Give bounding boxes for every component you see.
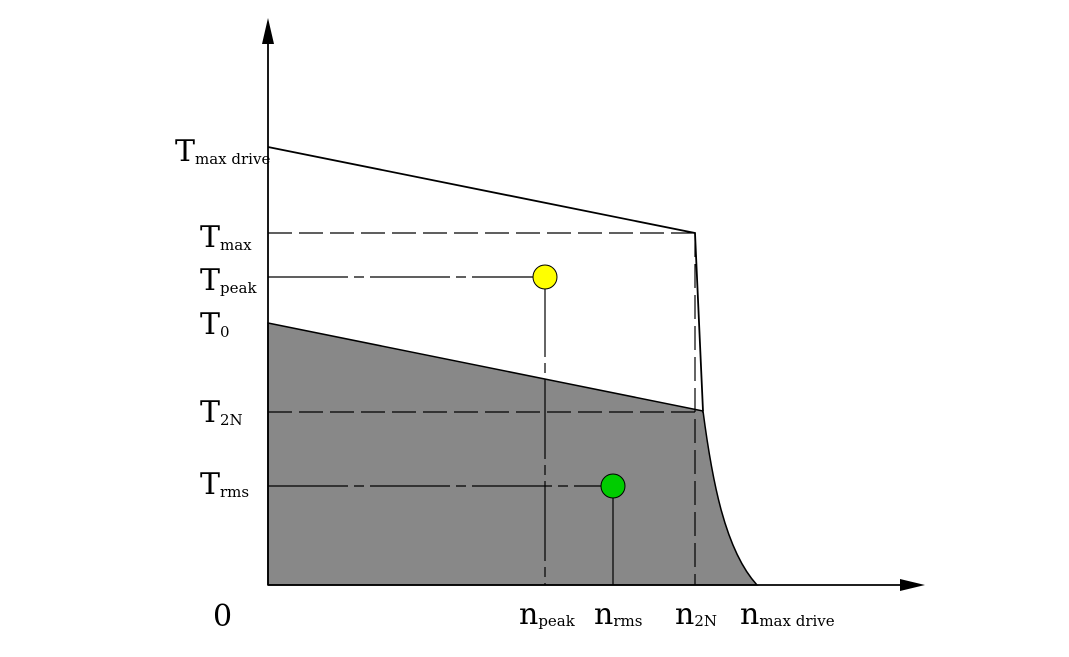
y-axis-arrow <box>262 18 274 44</box>
rms-operating-point <box>600 473 626 499</box>
label-t-2n: T2N <box>200 395 243 430</box>
label-t-max-drive: Tmax drive <box>175 134 270 169</box>
label-t-0: T0 <box>200 307 230 342</box>
continuous-region <box>267 322 759 586</box>
label-t-rms: Trms <box>200 467 249 502</box>
label-t-max: Tmax <box>200 220 252 255</box>
peak-operating-point <box>532 264 558 290</box>
x-axis-arrow <box>900 579 925 591</box>
label-t-peak: Tpeak <box>200 263 257 298</box>
label-n-rms: nrms <box>594 597 642 632</box>
label-n-peak: npeak <box>519 597 576 632</box>
label-n-max-drive: nmax drive <box>740 597 835 632</box>
label-n-2n: n2N <box>675 597 717 632</box>
label-origin: 0 <box>213 599 232 634</box>
